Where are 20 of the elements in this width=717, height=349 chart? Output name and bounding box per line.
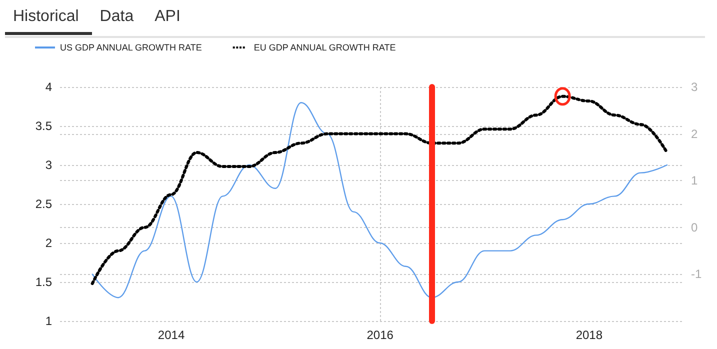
y-tick-label: 1.5 [35, 275, 52, 289]
y2-tick-label: 3 [691, 80, 698, 94]
y-tick-label: 2.5 [35, 197, 52, 211]
y-tick-label: 1 [45, 314, 52, 328]
y-tick-label: 3 [45, 158, 52, 172]
y-tick-label: 4 [45, 80, 52, 94]
y2-tick-label: 1 [691, 174, 698, 188]
legend-label: EU GDP ANNUAL GROWTH RATE [254, 42, 396, 52]
y-tick-label: 2 [45, 236, 52, 250]
y-tick-label: 3.5 [35, 119, 52, 133]
x-tick-label: 2018 [576, 328, 603, 342]
x-tick-label: 2014 [158, 328, 185, 342]
y2-tick-label: 0 [691, 220, 698, 234]
y2-tick-label: -1 [691, 267, 702, 282]
text: Historical [5, 0, 92, 35]
x-tick-label: 2016 [366, 328, 394, 342]
text: Data [98, 7, 135, 27]
text: API [154, 7, 182, 27]
y2-tick-label: 2 [691, 126, 698, 141]
legend-label: US GDP ANNUAL GROWTH RATE [60, 42, 202, 52]
